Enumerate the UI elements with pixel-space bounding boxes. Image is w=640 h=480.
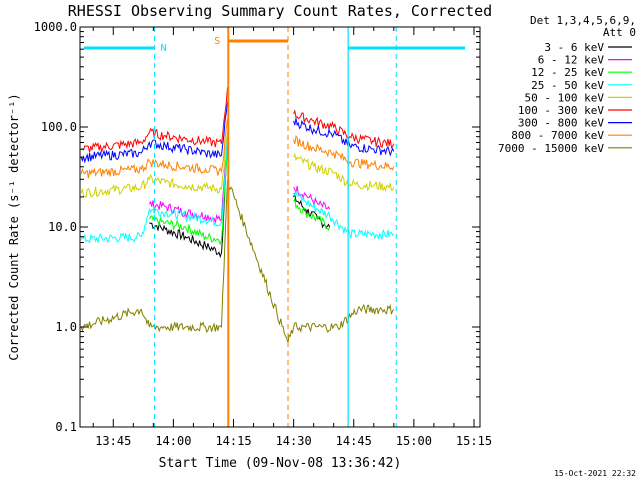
saa-label: S [214,36,220,47]
x-tick-label: 13:45 [95,434,131,448]
x-tick-label: 15:00 [396,434,432,448]
legend-entry-label: 25 - 50 keV [531,79,604,92]
legend-title-line: Att 0 [603,26,636,39]
x-tick-label: 14:15 [215,434,251,448]
legend-entry-label: 300 - 800 keV [518,117,604,130]
y-tick-label: 1000.0 [34,20,77,34]
legend-entry-label: 50 - 100 keV [525,91,605,104]
night-label: N [161,43,167,54]
y-tick-label: 100.0 [41,120,77,134]
plot-frame [79,26,481,428]
legend-entry-label: 7000 - 15000 keV [498,142,604,155]
series-line-12-25-kev [148,149,331,246]
legend-entry-label: 800 - 7000 keV [511,129,604,142]
x-tick-label: 14:30 [276,434,312,448]
series-line-3-6-kev [149,142,331,259]
x-tick-label: 15:15 [456,434,492,448]
x-axis-label: Start Time (09-Nov-08 13:36:42) [159,456,402,471]
y-tick-label: 0.1 [55,420,77,434]
y-axis-label: Corrected Count Rate (s⁻¹ detector⁻¹) [7,93,21,360]
series-line-800-7000-kev [80,119,395,179]
series-line-7000-15000-kev [80,179,395,343]
series-line-300-800-kev [80,101,395,164]
y-tick-label: 1.0 [55,320,77,334]
chart-title: RHESSI Observing Summary Count Rates, Co… [68,2,492,20]
x-tick-label: 14:45 [336,434,372,448]
legend-entry-label: 12 - 25 keV [531,66,604,79]
legend-entry-label: 6 - 12 keV [538,54,605,67]
series-line-6-12-kev [148,136,331,223]
timestamp: 15-Oct-2021 22:32 [554,469,636,478]
x-tick-label: 14:00 [155,434,191,448]
legend-title-line: Det 1,3,4,5,6,9, [530,14,636,27]
y-tick-label: 10.0 [48,220,77,234]
legend-entry-label: 3 - 6 keV [544,41,604,54]
series-line-25-50-kev [80,136,395,244]
legend-entry-label: 100 - 300 keV [518,104,604,117]
